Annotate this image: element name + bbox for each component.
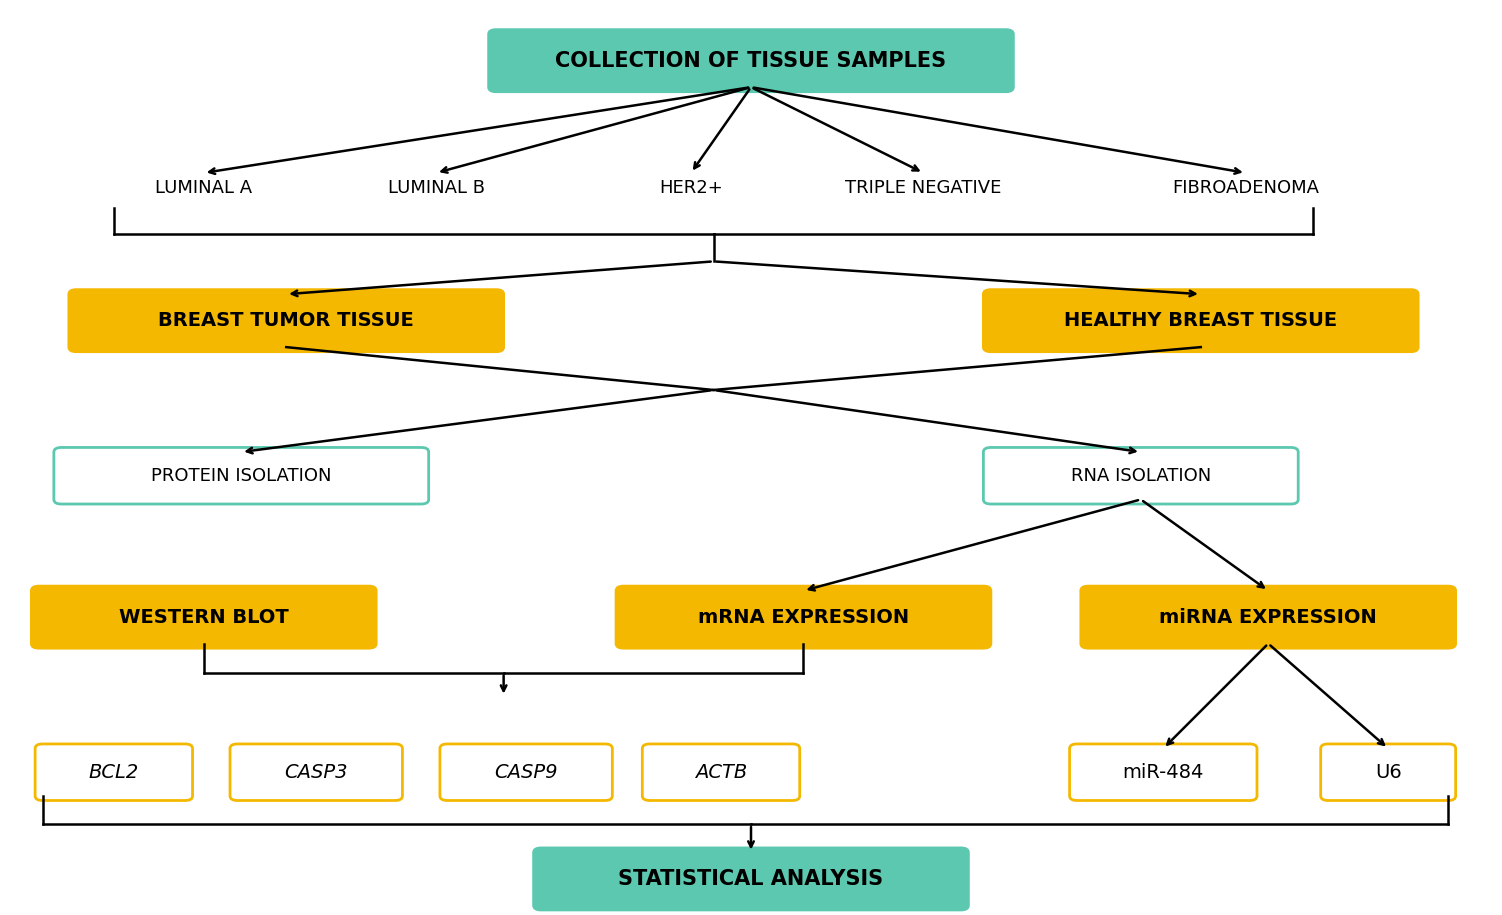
Text: HER2+: HER2+: [659, 179, 722, 198]
FancyBboxPatch shape: [32, 587, 376, 648]
FancyBboxPatch shape: [69, 290, 503, 351]
FancyBboxPatch shape: [984, 290, 1418, 351]
FancyBboxPatch shape: [54, 447, 428, 504]
Text: HEALTHY BREAST TISSUE: HEALTHY BREAST TISSUE: [1065, 311, 1337, 330]
Text: miR-484: miR-484: [1122, 763, 1205, 781]
FancyBboxPatch shape: [488, 29, 1014, 92]
Text: mRNA EXPRESSION: mRNA EXPRESSION: [698, 608, 909, 627]
FancyBboxPatch shape: [643, 744, 799, 801]
Text: ACTB: ACTB: [695, 763, 746, 781]
Text: RNA ISOLATION: RNA ISOLATION: [1071, 467, 1211, 485]
FancyBboxPatch shape: [1069, 744, 1257, 801]
Text: CASP9: CASP9: [494, 763, 557, 781]
Text: WESTERN BLOT: WESTERN BLOT: [119, 608, 288, 627]
Text: LUMINAL B: LUMINAL B: [388, 179, 485, 198]
Text: BREAST TUMOR TISSUE: BREAST TUMOR TISSUE: [158, 311, 415, 330]
Text: LUMINAL A: LUMINAL A: [155, 179, 252, 198]
FancyBboxPatch shape: [533, 848, 969, 910]
FancyBboxPatch shape: [440, 744, 613, 801]
FancyBboxPatch shape: [230, 744, 403, 801]
FancyBboxPatch shape: [1081, 587, 1455, 648]
Text: TRIPLE NEGATIVE: TRIPLE NEGATIVE: [846, 179, 1002, 198]
Text: COLLECTION OF TISSUE SAMPLES: COLLECTION OF TISSUE SAMPLES: [556, 50, 946, 70]
Text: U6: U6: [1374, 763, 1401, 781]
Text: BCL2: BCL2: [89, 763, 140, 781]
Text: FIBROADENOMA: FIBROADENOMA: [1172, 179, 1319, 198]
FancyBboxPatch shape: [984, 447, 1298, 504]
Text: PROTEIN ISOLATION: PROTEIN ISOLATION: [152, 467, 332, 485]
FancyBboxPatch shape: [35, 744, 192, 801]
Text: miRNA EXPRESSION: miRNA EXPRESSION: [1160, 608, 1377, 627]
Text: CASP3: CASP3: [284, 763, 348, 781]
FancyBboxPatch shape: [616, 587, 991, 648]
FancyBboxPatch shape: [1320, 744, 1455, 801]
Text: STATISTICAL ANALYSIS: STATISTICAL ANALYSIS: [619, 869, 883, 889]
